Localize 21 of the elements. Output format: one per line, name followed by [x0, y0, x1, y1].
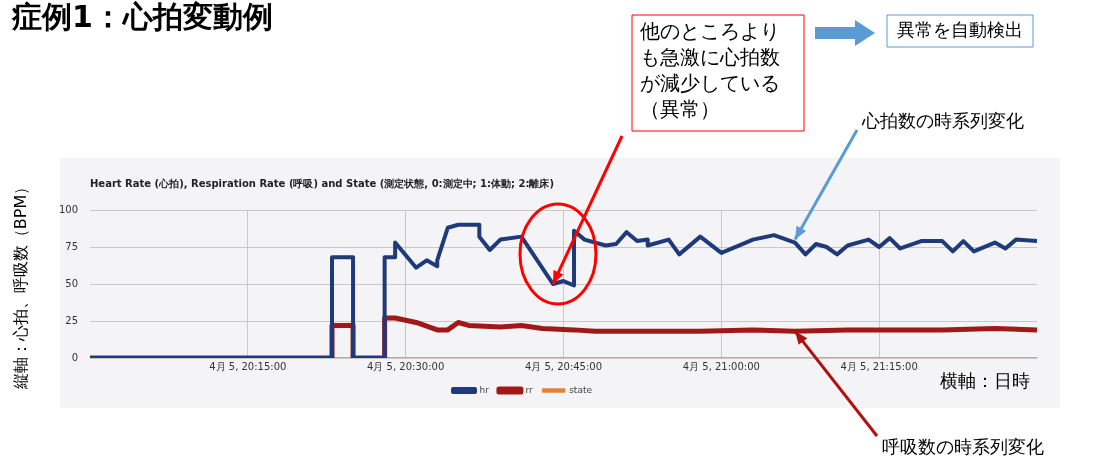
x-tick-label: 4月 5, 21:15:00 — [840, 360, 918, 372]
x-axis-title: 横軸：日時 — [940, 369, 1030, 391]
legend-label: hr — [479, 384, 490, 395]
x-tick-label: 4月 5, 21:00:00 — [682, 360, 760, 372]
text: 症例1：心拍変動例 — [11, 0, 273, 34]
y-tick-label: 25 — [65, 314, 78, 326]
legend-label: rr — [525, 384, 533, 395]
y-axis-title: 縦軸：心拍、呼吸数（BPM） — [10, 178, 30, 391]
x-tick-label: 4月 5, 20:45:00 — [524, 360, 603, 372]
x-tick-label: 4月 5, 20:30:00 — [367, 360, 445, 372]
y-tick-label: 100 — [58, 203, 78, 215]
chart-title: Heart Rate (心拍), Respiration Rate (呼吸) and State (測定状態, 0:測定中; 1:体動; 2:離床) — [90, 177, 555, 189]
y-tick-label: 75 — [65, 240, 78, 252]
y-tick-label: 0 — [71, 351, 78, 363]
legend-label: state — [569, 384, 593, 395]
text: 異常を自動検出 — [897, 18, 1023, 40]
annotation: 心拍数の時系列変化 — [861, 109, 1024, 131]
annotation: 他のところよりも急激に心拍数が減少している（異常） — [640, 19, 780, 122]
annotation: 呼吸数の時系列変化 — [882, 435, 1044, 457]
y-tick-label: 50 — [65, 277, 78, 289]
x-tick-label: 4月 5, 20:15:00 — [209, 360, 287, 372]
